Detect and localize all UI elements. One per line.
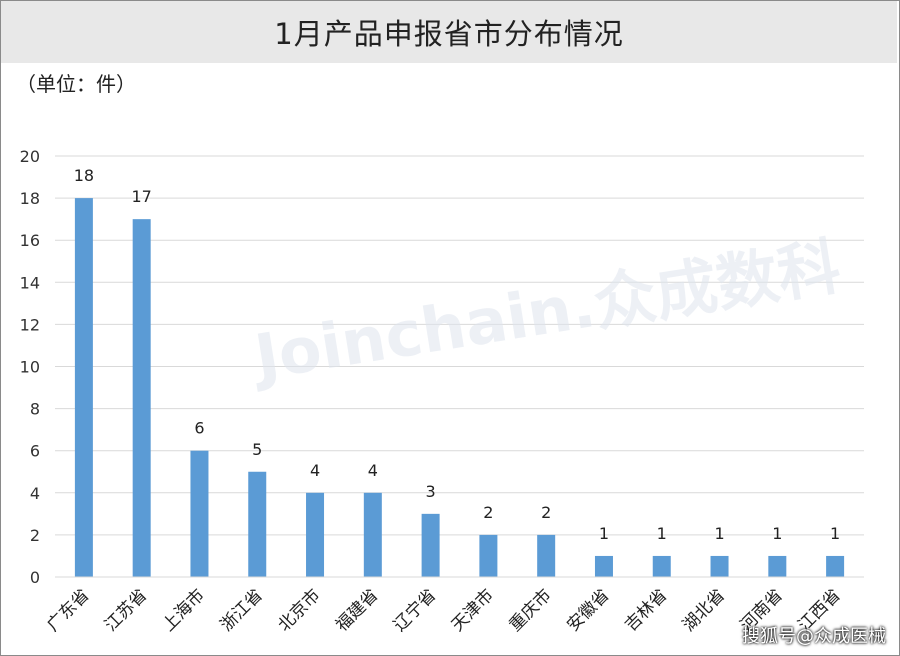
bar	[479, 534, 498, 577]
y-tick-label: 6	[30, 442, 40, 461]
category-label: 天津市	[448, 585, 498, 635]
data-label: 18	[74, 166, 94, 185]
category-label: 吉林省	[621, 585, 671, 635]
y-tick-label: 10	[20, 358, 40, 377]
data-label: 4	[310, 461, 320, 480]
credit-text: 搜狐号@众成医械	[742, 626, 886, 647]
title-bar: 1月产品申报省市分布情况	[1, 1, 897, 63]
bar	[710, 555, 729, 577]
bar	[248, 471, 267, 577]
data-label: 4	[368, 461, 378, 480]
gridlines	[55, 155, 864, 578]
category-label: 福建省	[332, 585, 382, 635]
data-labels: 18 17 6 5 4 4 3 2 2 1 1 1 1 1	[74, 166, 840, 543]
bar	[363, 492, 382, 577]
category-label: 浙江省	[217, 585, 267, 635]
y-tick-label: 8	[30, 400, 40, 419]
y-tick-label: 14	[20, 273, 40, 292]
y-tick-label: 12	[20, 315, 40, 334]
bar	[74, 198, 93, 577]
category-label: 上海市	[159, 585, 209, 635]
data-label: 1	[657, 524, 667, 543]
y-tick-label: 16	[20, 231, 40, 250]
data-label: 1	[830, 524, 840, 543]
data-label: 1	[772, 524, 782, 543]
bars	[74, 198, 845, 577]
category-label: 北京市	[274, 585, 324, 635]
bar	[594, 555, 613, 577]
bar	[652, 555, 671, 577]
data-label: 1	[714, 524, 724, 543]
data-label: 2	[483, 503, 493, 522]
bar	[190, 450, 209, 577]
y-tick-label: 4	[30, 484, 40, 503]
data-label: 2	[541, 503, 551, 522]
y-tick-label: 0	[30, 568, 40, 587]
category-label: 安徽省	[563, 585, 613, 635]
y-tick-label: 18	[20, 189, 40, 208]
data-label: 3	[426, 482, 436, 501]
unit-label: （单位：件）	[16, 72, 136, 96]
data-label: 17	[131, 187, 151, 206]
category-label: 江苏省	[101, 585, 151, 635]
category-label: 湖北省	[679, 585, 729, 635]
data-label: 5	[252, 440, 262, 459]
bar	[306, 492, 325, 577]
y-tick-label: 20	[20, 147, 40, 166]
bar	[826, 555, 845, 577]
category-label: 辽宁省	[390, 585, 440, 635]
x-axis: 广东省 江苏省 上海市 浙江省 北京市 福建省 辽宁省 天津市 重庆市 安徽省 吉林省 湖北省 河南省江…	[43, 576, 864, 636]
category-label: 重庆市	[506, 585, 556, 635]
bar	[132, 219, 151, 577]
category-label: 广东省	[43, 585, 93, 635]
y-tick-label: 2	[30, 526, 40, 545]
bar	[537, 534, 556, 577]
data-label: 6	[194, 419, 204, 438]
y-axis: 0 2 4 6 8 10 12 14 16 18 20	[20, 147, 40, 587]
bar	[421, 513, 440, 577]
bar	[768, 555, 787, 577]
data-label: 1	[599, 524, 609, 543]
chart-title: 1月产品申报省市分布情况	[274, 17, 624, 51]
